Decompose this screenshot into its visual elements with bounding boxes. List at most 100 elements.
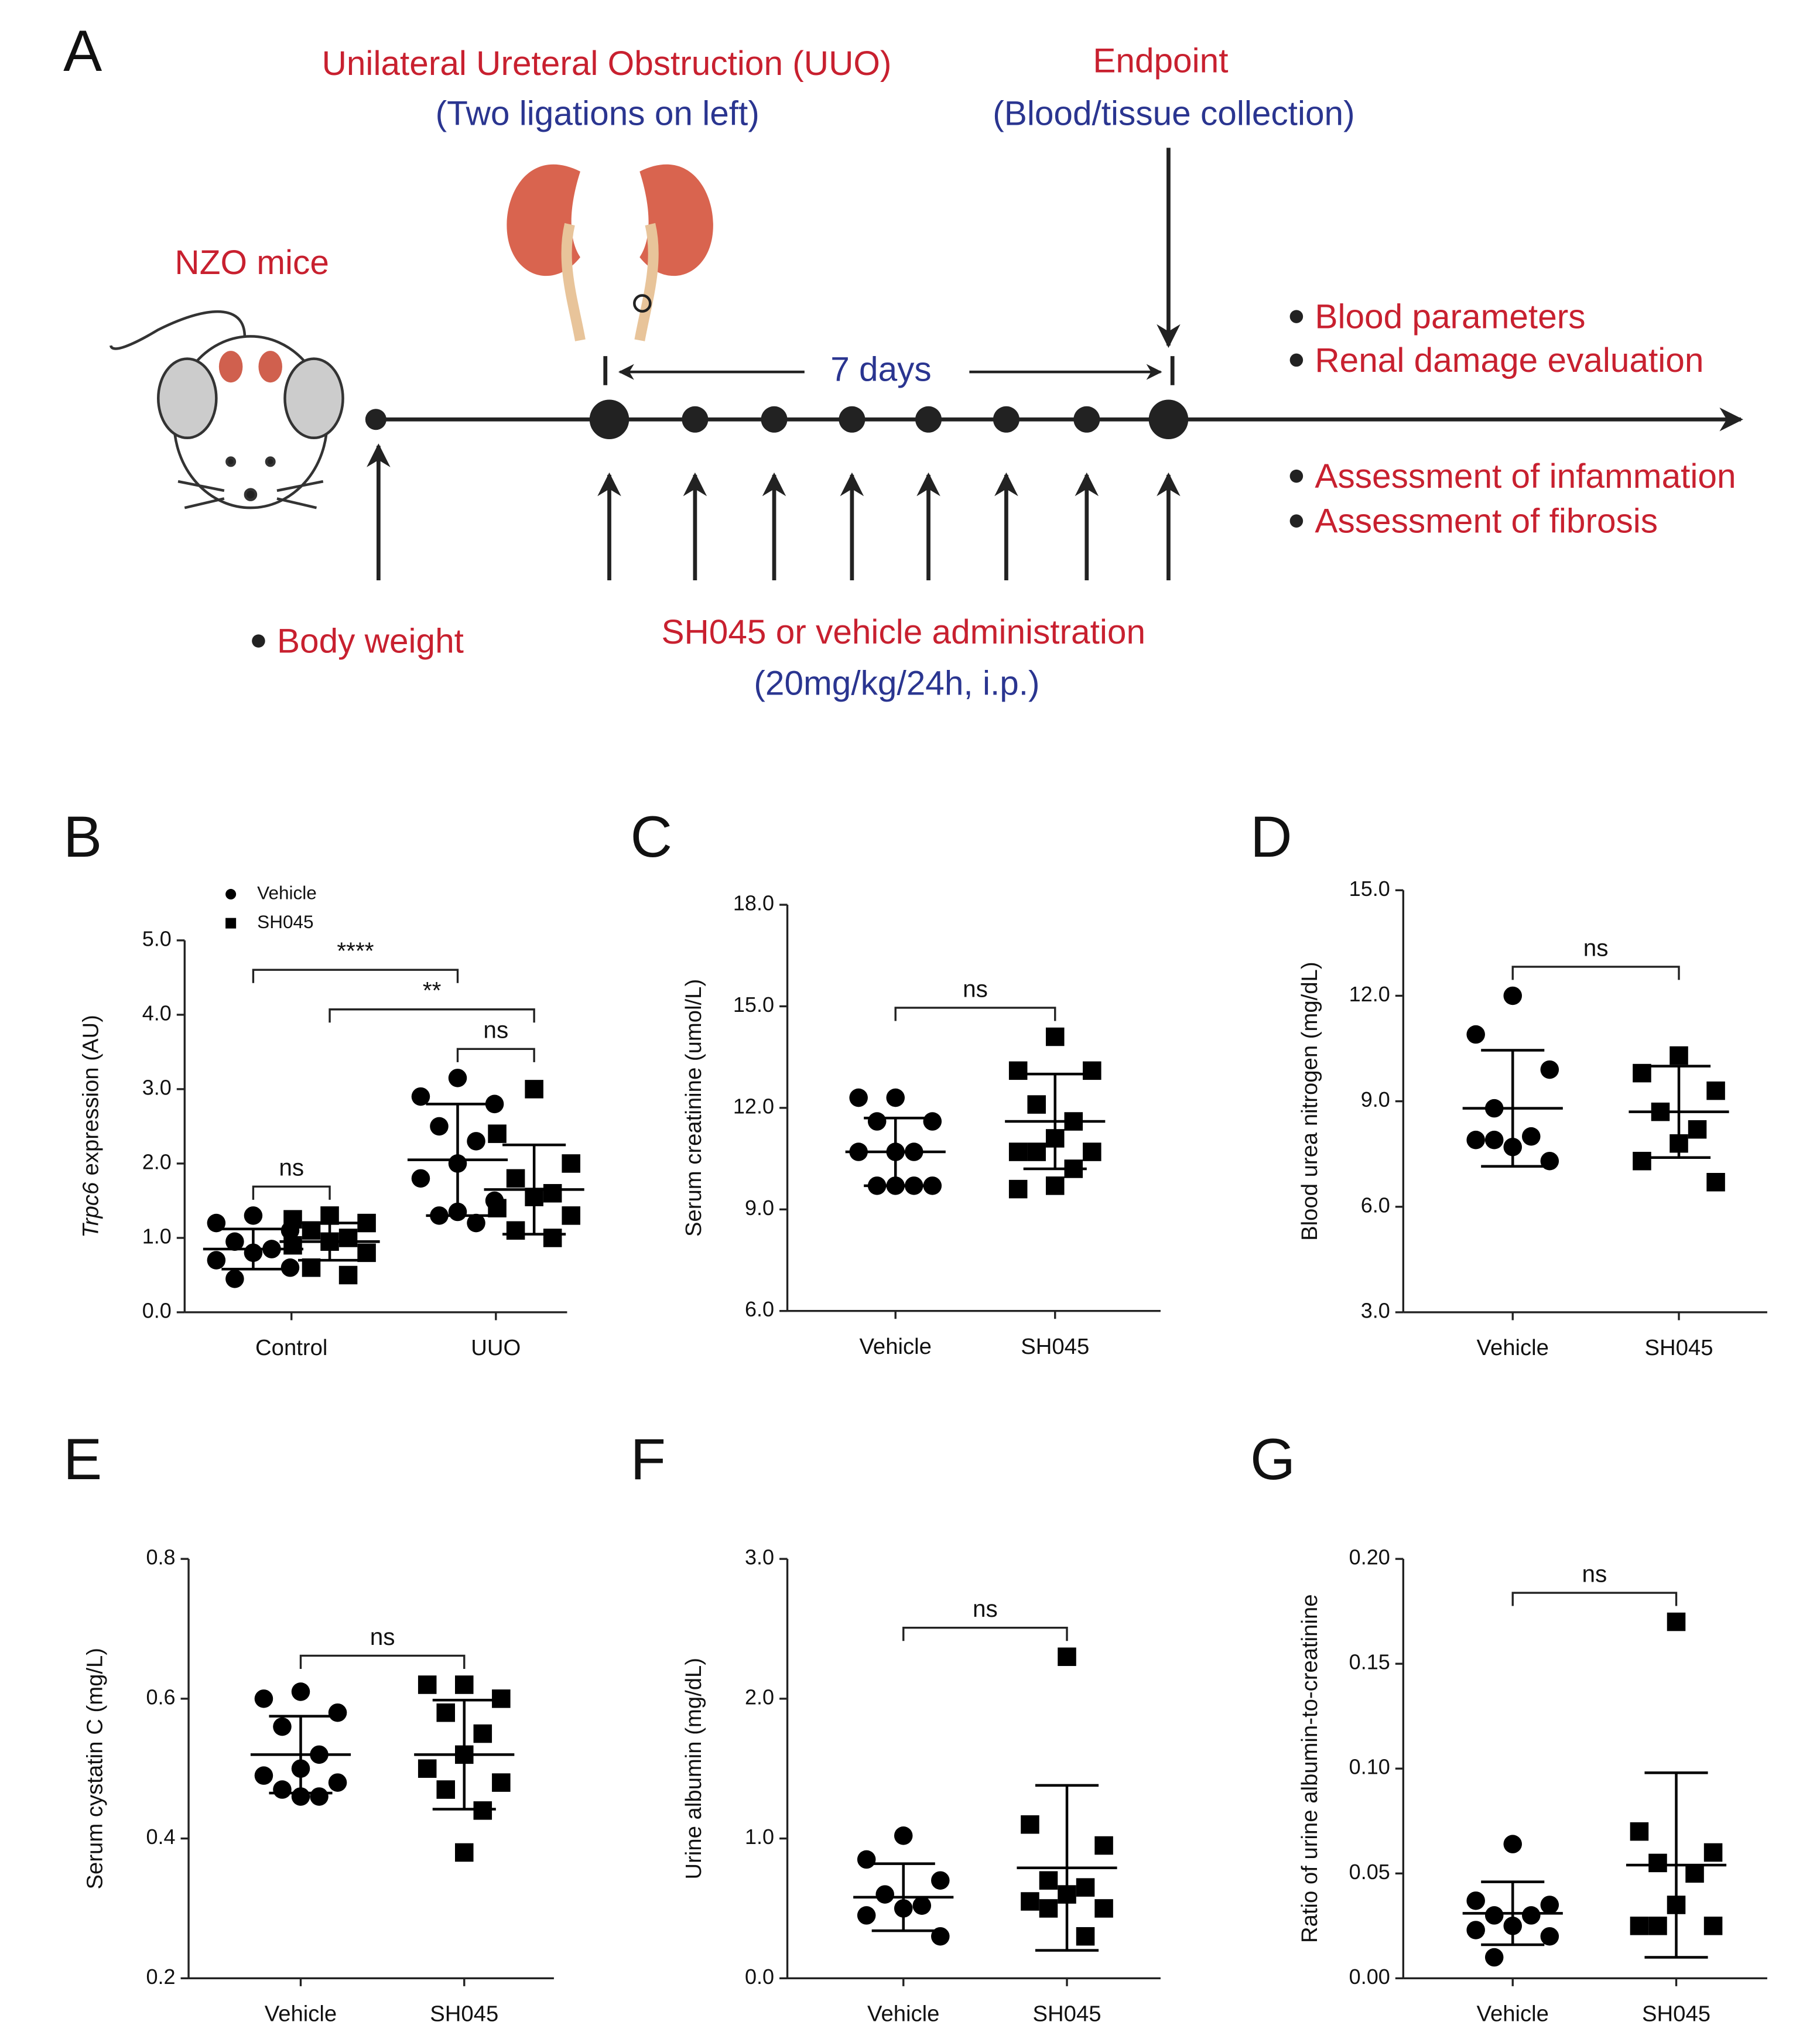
point <box>448 1069 467 1087</box>
point <box>207 1251 226 1270</box>
point <box>280 1258 300 1277</box>
y-axis-label-gene: Trpc6 <box>78 1182 104 1238</box>
point <box>411 1169 430 1188</box>
significance-bracket <box>894 1007 1056 1021</box>
significance-label: ns <box>483 1017 508 1044</box>
y-tick-label: 0.0 <box>745 1965 774 1989</box>
y-tick-label: 9.0 <box>1361 1087 1390 1111</box>
point <box>1094 1899 1113 1918</box>
point <box>1021 1815 1039 1834</box>
x-tick-label: Vehicle <box>1477 1335 1549 1360</box>
y-axis-label: Blood urea nitrogen (mg/dL) <box>1297 962 1322 1240</box>
point <box>1522 1127 1541 1146</box>
x-tick-label: SH045 <box>1021 1334 1089 1359</box>
point <box>506 1221 525 1240</box>
significance-label: ns <box>973 1595 998 1622</box>
panel-letter: C <box>631 804 673 869</box>
point <box>1540 1151 1559 1171</box>
point <box>849 1088 868 1107</box>
y-axis-label: Ratio of urine albumin-to-creatinine <box>1297 1594 1322 1943</box>
y-tick-label: 6.0 <box>1361 1193 1390 1217</box>
point <box>418 1759 437 1778</box>
point <box>1670 1046 1688 1065</box>
error-bar <box>1481 1880 1545 1946</box>
point <box>1008 1142 1028 1161</box>
legend-marker <box>225 918 237 929</box>
point <box>867 1112 887 1131</box>
mouse-icon <box>109 310 344 509</box>
chart: D 3.0 6.0 9.0 12.0 15.0 Blood urea nitrogen (m… <box>1250 804 1767 1360</box>
point <box>543 1229 562 1247</box>
chart: B 0.0 1.0 2.0 3.0 4.0 5.0 Trpc6 expression (AU) C… <box>63 804 584 1360</box>
error-bar <box>1035 1784 1099 1952</box>
y-tick-label: 12.0 <box>1349 982 1390 1006</box>
point <box>455 1843 474 1862</box>
point <box>1685 1864 1704 1883</box>
timeline <box>365 148 1743 581</box>
point <box>1045 1027 1065 1046</box>
point <box>1648 1853 1667 1873</box>
outcome: Renal damage evaluation <box>1315 341 1703 379</box>
point <box>857 1850 876 1869</box>
point <box>283 1210 302 1229</box>
point <box>418 1675 437 1694</box>
x-tick-label: Vehicle <box>860 1334 932 1359</box>
error-bar <box>432 1699 496 1811</box>
point <box>328 1773 347 1792</box>
x-tick-label: Control <box>255 1335 327 1360</box>
point <box>1094 1836 1113 1855</box>
admin-dose: (20mg/kg/24h, i.p.) <box>754 665 1039 703</box>
point <box>1039 1899 1058 1918</box>
point <box>1466 1891 1485 1910</box>
point <box>254 1689 273 1708</box>
outcome: Blood parameters <box>1315 298 1585 336</box>
legend-label: Vehicle <box>257 882 317 903</box>
y-tick-label: 0.8 <box>146 1545 175 1569</box>
point <box>244 1206 263 1225</box>
x-tick-label: Vehicle <box>265 2002 337 2027</box>
point <box>1688 1120 1707 1139</box>
y-tick-label: 0.6 <box>146 1685 175 1709</box>
y-tick-label: 5.0 <box>142 926 172 950</box>
point <box>254 1766 273 1785</box>
panel-letter: E <box>63 1426 102 1491</box>
endpoint-title: Endpoint <box>1093 42 1228 80</box>
x-tick-label: SH045 <box>430 2002 498 2027</box>
point <box>1027 1142 1046 1161</box>
y-tick-label: 1.0 <box>142 1224 172 1248</box>
point <box>1503 986 1523 1005</box>
y-tick-label: 4.0 <box>142 1001 172 1025</box>
chart: E 0.2 0.4 0.6 0.8 Serum cystatin C (mg/L) Vehi… <box>63 1426 554 2027</box>
point <box>411 1087 430 1106</box>
point <box>473 1801 492 1820</box>
significance-label: ns <box>370 1623 395 1650</box>
error-bar <box>297 1222 362 1262</box>
point <box>931 1871 950 1890</box>
panel-letter: F <box>631 1426 666 1491</box>
uuo-title: Unilateral Ureteral Obstruction (UUO) <box>322 45 892 83</box>
significance-bracket <box>1511 966 1680 980</box>
point <box>455 1675 474 1694</box>
point <box>273 1717 292 1736</box>
y-tick-label: 1.0 <box>745 1825 774 1849</box>
point <box>1076 1927 1095 1946</box>
point <box>857 1906 876 1925</box>
point <box>473 1724 492 1743</box>
panel-letter: B <box>63 804 102 869</box>
x-tick-label: SH045 <box>1642 2002 1710 2027</box>
significance-label: ns <box>1582 1560 1607 1587</box>
body-weight: Body weight <box>277 622 464 661</box>
y-tick-label: 6.0 <box>745 1297 774 1321</box>
significance-bracket <box>456 1048 535 1062</box>
point <box>225 1232 244 1251</box>
point <box>912 1896 932 1915</box>
point <box>886 1088 905 1107</box>
x-tick-label: SH045 <box>1645 1335 1713 1360</box>
uuo-note: (Two ligations on left) <box>436 95 760 133</box>
point <box>1058 1647 1076 1667</box>
y-tick-label: 15.0 <box>1349 877 1390 901</box>
y-tick-label: 3.0 <box>142 1075 172 1099</box>
error-bar <box>502 1143 566 1236</box>
legend-marker <box>225 889 237 900</box>
point <box>1083 1061 1101 1080</box>
